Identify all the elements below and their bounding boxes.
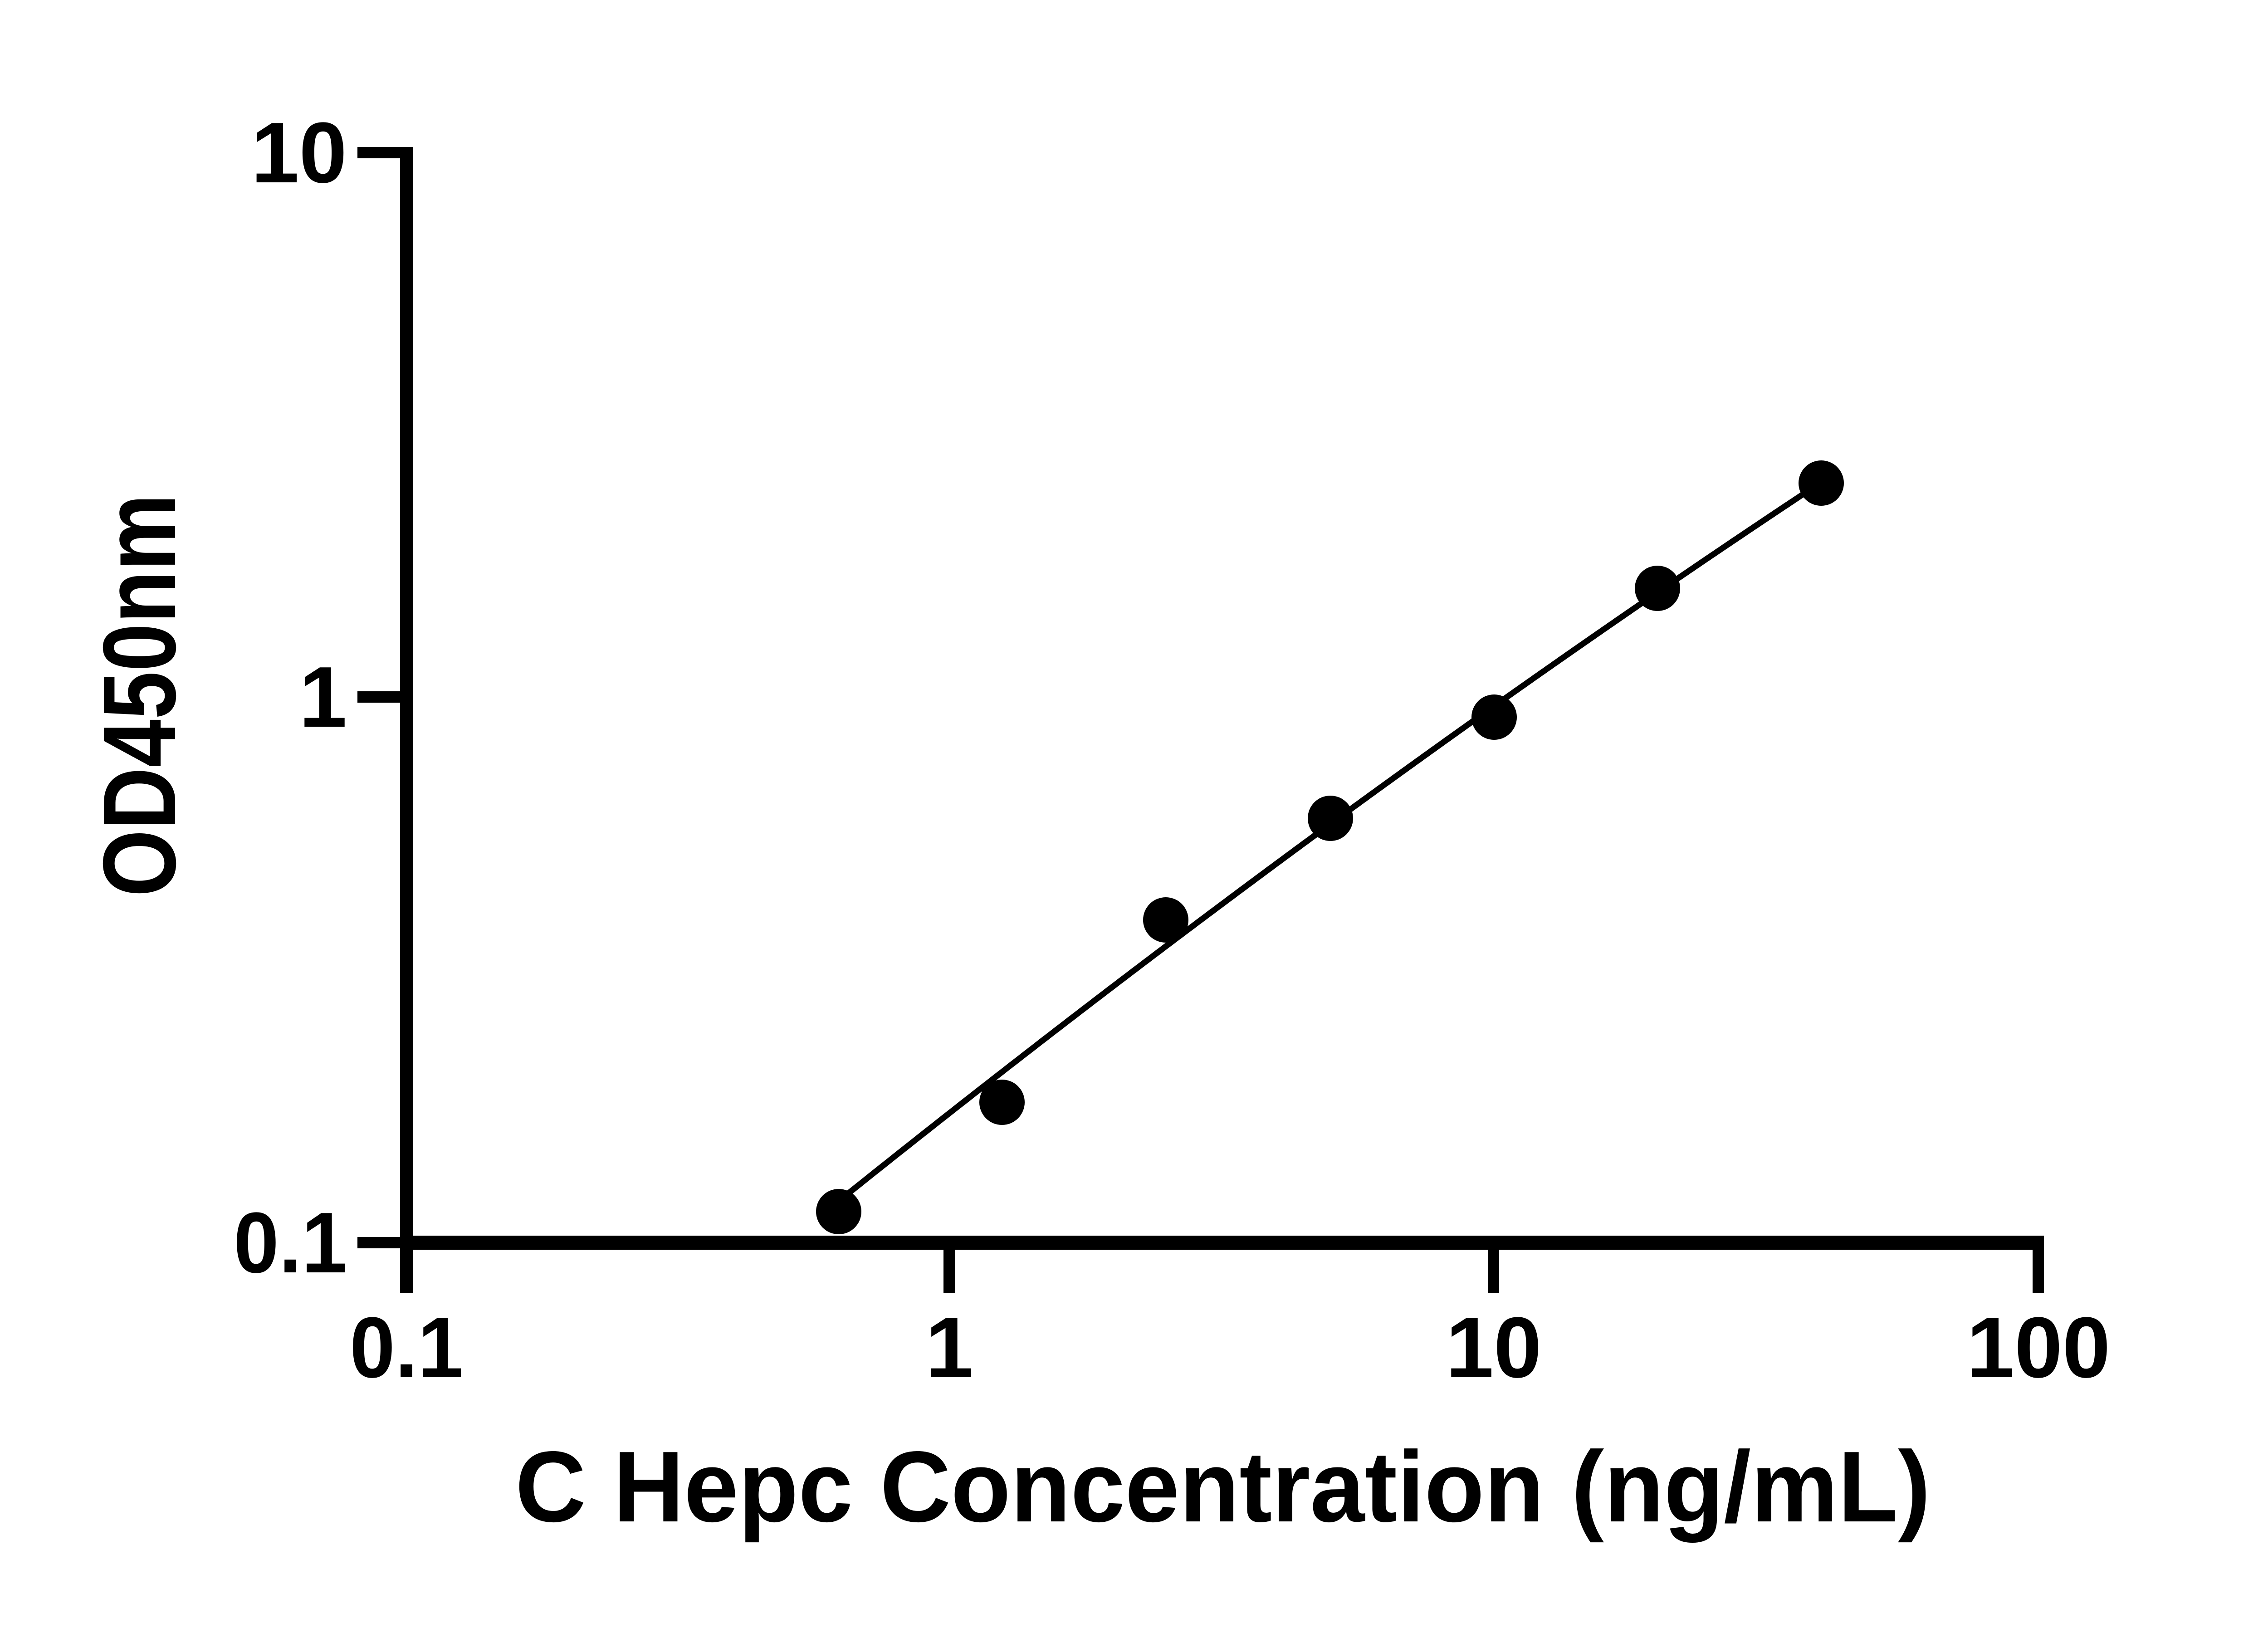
svg-text:OD450nm: OD450nm xyxy=(82,494,197,897)
svg-text:10: 10 xyxy=(251,105,347,201)
svg-text:1: 1 xyxy=(925,1300,973,1396)
svg-text:1: 1 xyxy=(299,649,347,745)
svg-text:0.1: 0.1 xyxy=(350,1300,463,1396)
svg-text:100: 100 xyxy=(1966,1300,2110,1396)
svg-text:0.1: 0.1 xyxy=(234,1195,347,1291)
svg-text:10: 10 xyxy=(1446,1300,1541,1396)
svg-text:C Hepc Concentration (ng/mL): C Hepc Concentration (ng/mL) xyxy=(515,1431,1931,1543)
